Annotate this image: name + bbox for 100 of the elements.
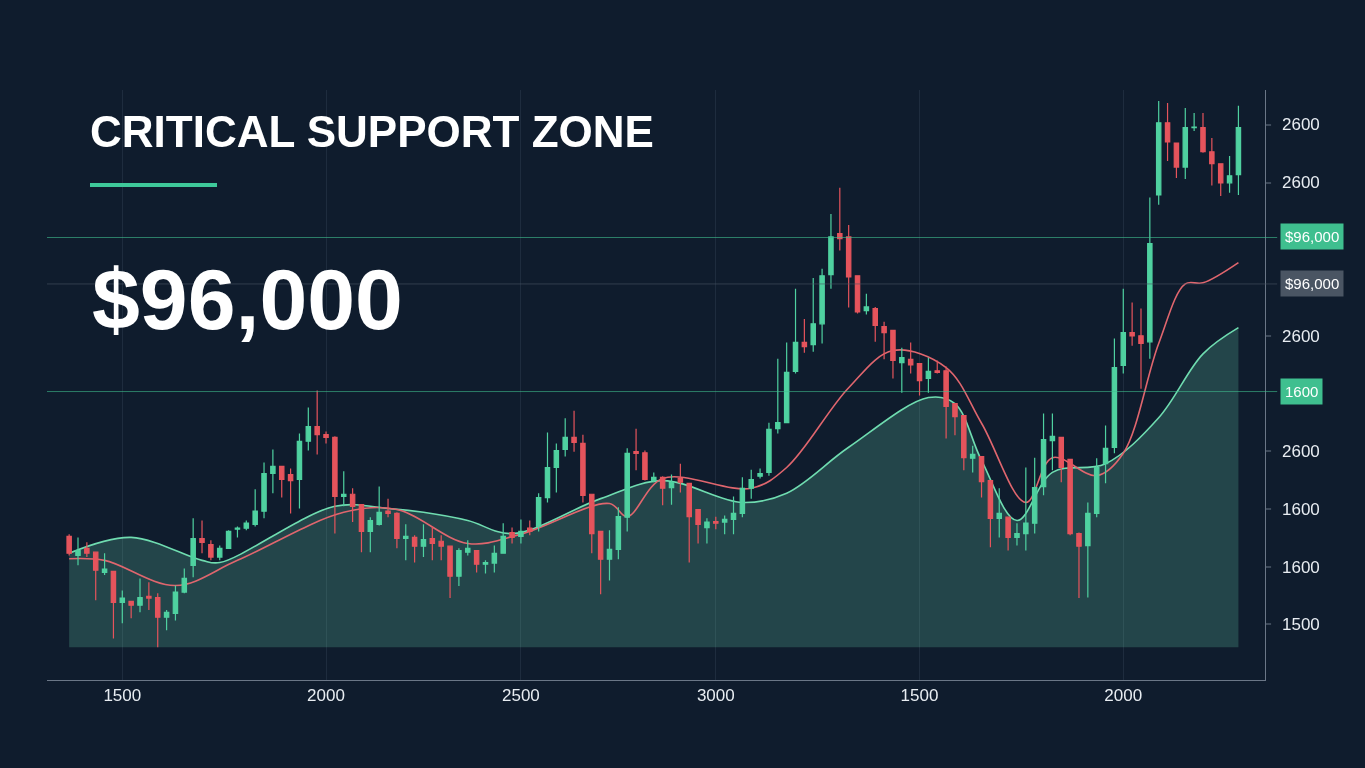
candlestick (1023, 466, 1029, 552)
candlestick (1138, 307, 1144, 390)
candlestick (961, 414, 967, 471)
candlestick (473, 549, 480, 573)
candlestick (783, 341, 790, 424)
candlestick (1155, 100, 1162, 206)
candlestick (1067, 458, 1073, 536)
candlestick (757, 467, 763, 480)
x-tick-label: 2000 (1104, 686, 1143, 706)
candlestick (1173, 142, 1180, 179)
candlestick (1093, 457, 1100, 518)
candlestick (881, 321, 887, 360)
candlestick (606, 529, 613, 582)
candlestick (801, 318, 808, 354)
candlestick (1085, 501, 1091, 599)
candlestick (66, 533, 72, 557)
candlestick (146, 581, 152, 611)
chart-title: CRITICAL SUPPORT ZONE (90, 107, 654, 157)
candlestick (792, 288, 799, 375)
candlestick (270, 448, 276, 494)
candlestick (677, 463, 684, 494)
candlestick (642, 449, 648, 482)
candlestick (199, 519, 205, 554)
candlestick (916, 363, 923, 396)
candlestick (119, 589, 126, 624)
candlestick (261, 461, 267, 519)
candlestick (323, 430, 329, 445)
candlestick (491, 545, 498, 573)
text: 2600 (1282, 442, 1320, 461)
candlestick (75, 536, 81, 566)
candlestick (553, 442, 560, 494)
candlestick (589, 493, 595, 554)
candlestick (1226, 155, 1233, 194)
candlestick (704, 517, 710, 545)
candlestick (84, 541, 90, 558)
candlestick (1049, 412, 1056, 471)
candlestick (527, 519, 533, 536)
candlestick (438, 534, 444, 561)
candlestick (1209, 137, 1215, 187)
candlestick (1014, 522, 1020, 547)
candlestick (1005, 516, 1011, 552)
x-tick-label: 2500 (502, 686, 540, 706)
candlestick (1147, 197, 1153, 360)
candlestick (509, 526, 515, 545)
candlestick (828, 213, 834, 290)
candlestick (952, 402, 958, 436)
candlestick (969, 445, 976, 474)
candlestick (925, 357, 932, 394)
candlestick (243, 519, 250, 531)
x-tick-label: 2000 (307, 686, 345, 706)
candlestick (385, 498, 391, 518)
candlestick (907, 341, 914, 375)
candlestick (615, 506, 622, 560)
candlestick (597, 530, 604, 595)
candlestick (208, 539, 214, 561)
candlestick (367, 516, 374, 553)
candlestick (394, 511, 400, 549)
candlestick (739, 476, 746, 518)
candlestick (137, 577, 143, 613)
candlestick (402, 523, 409, 561)
candlestick (730, 495, 737, 535)
candlestick (1102, 424, 1109, 484)
candlestick (633, 428, 639, 471)
text: 1500 (1282, 615, 1320, 634)
text: 2600 (1282, 173, 1320, 192)
candlestick (1235, 105, 1242, 196)
candlestick (340, 470, 347, 507)
candlestick (899, 347, 905, 394)
candlestick (1200, 112, 1206, 154)
text: 1600 (1285, 383, 1319, 400)
candlestick (1191, 112, 1197, 132)
candlestick (562, 417, 568, 458)
candlestick (872, 306, 879, 343)
candlestick (1182, 107, 1189, 180)
candlestick (456, 547, 462, 587)
candlestick (1031, 457, 1038, 535)
annotation: $96,000 (92, 251, 403, 347)
candlestick (748, 469, 754, 500)
candlestick (695, 508, 701, 545)
candlestick (987, 480, 994, 548)
candlestick (651, 471, 657, 483)
candlestick (163, 609, 170, 631)
text: 1600 (1282, 558, 1320, 577)
candlestick (278, 465, 285, 499)
text: 1600 (1282, 500, 1320, 519)
candlestick (535, 492, 542, 533)
candlestick (1111, 337, 1118, 454)
candlestick (810, 277, 816, 353)
candlestick (837, 187, 843, 252)
candlestick (234, 525, 241, 539)
candlestick (1076, 531, 1082, 599)
candlestick (411, 534, 418, 564)
candlestick (92, 551, 99, 601)
candlestick (996, 487, 1003, 539)
candlestick (890, 329, 896, 380)
candlestick (1040, 412, 1047, 496)
candlestick (376, 486, 382, 526)
candlestick (358, 504, 365, 553)
candlestick (721, 514, 728, 535)
text: 2600 (1282, 327, 1320, 346)
